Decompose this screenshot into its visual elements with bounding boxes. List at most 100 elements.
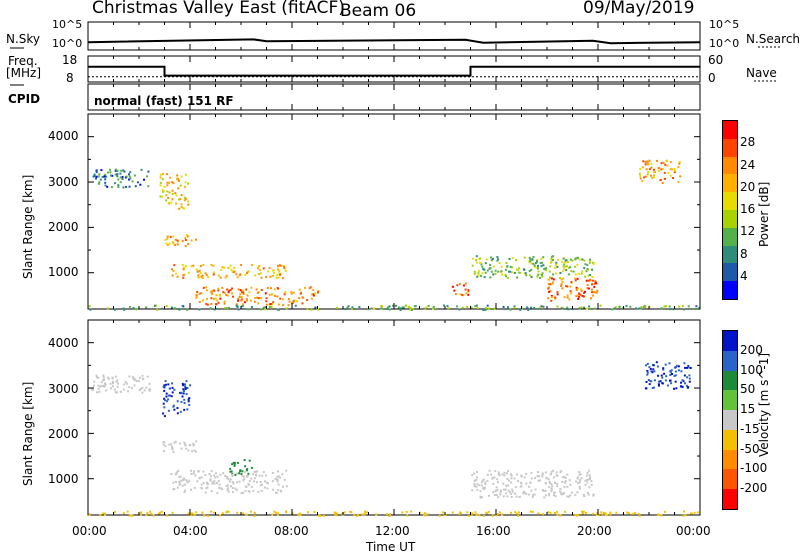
echo-cell: [201, 274, 204, 277]
echo-cell: [126, 382, 128, 385]
echo-cell: [653, 379, 656, 382]
echo-cell: [279, 273, 282, 276]
echo-cell: [497, 258, 500, 261]
echo-cell: [255, 288, 258, 291]
echo-cell: [523, 268, 526, 271]
echo-cell: [122, 512, 125, 515]
echo-cell: [261, 483, 264, 486]
echo-cell: [471, 474, 474, 477]
echo-cell: [276, 475, 279, 478]
echo-cell: [100, 169, 103, 172]
echo-cell: [639, 174, 642, 177]
echo-cell: [541, 272, 544, 275]
echo-cell: [185, 234, 188, 237]
echo-cell: [97, 376, 100, 379]
echo-cell: [548, 492, 551, 495]
echo-cell: [638, 514, 641, 517]
echo-cell: [471, 257, 474, 260]
echo-cell: [652, 176, 655, 179]
echo-cell: [95, 175, 98, 178]
echo-cell: [562, 265, 565, 268]
echo-cell: [115, 391, 118, 394]
echo-cell: [167, 383, 170, 386]
echo-cell: [164, 399, 167, 402]
echo-cell: [508, 479, 510, 482]
echo-cell: [190, 469, 192, 472]
echo-cell: [566, 306, 569, 309]
echo-cell: [231, 475, 234, 477]
echo-cell: [206, 481, 208, 484]
echo-cell: [549, 261, 552, 264]
echo-cell: [563, 296, 566, 299]
echo-cell: [168, 242, 171, 245]
echo-cell: [537, 479, 540, 482]
echo-cell: [648, 159, 651, 162]
echo-cell: [236, 305, 239, 308]
echo-cell: [210, 290, 213, 293]
echo-cell: [163, 415, 166, 418]
echo-cell: [544, 482, 547, 484]
echo-cell: [112, 382, 114, 385]
echo-cell: [318, 514, 320, 517]
echo-cell: [664, 363, 667, 366]
echo-cell: [154, 304, 156, 307]
echo-cell: [458, 308, 461, 311]
echo-cell: [424, 512, 426, 515]
echo-cell: [268, 305, 271, 308]
echo-cell: [182, 388, 185, 391]
echo-cell: [128, 175, 131, 178]
echo-cell: [93, 384, 95, 387]
echo-cell: [532, 262, 535, 265]
echo-cell: [206, 298, 208, 300]
echo-cell: [462, 294, 465, 297]
echo-cell: [516, 276, 519, 279]
echo-cell: [544, 269, 547, 272]
echo-cell: [128, 178, 131, 181]
echo-cell: [196, 291, 199, 293]
echo-cell: [187, 398, 190, 401]
echo-cell: [549, 265, 552, 268]
echo-cell: [158, 512, 160, 515]
echo-cell: [102, 385, 105, 388]
echo-cell: [519, 271, 522, 274]
echo-cell: [496, 478, 499, 481]
echo-cell: [483, 268, 486, 271]
echo-cell: [240, 291, 243, 294]
noise-right-tick-bottom: 10^0: [709, 37, 740, 50]
echo-cell: [686, 366, 688, 369]
echo-cell: [232, 491, 234, 493]
echo-cell: [245, 298, 248, 301]
echo-cell: [89, 308, 92, 311]
echo-cell: [567, 273, 570, 276]
echo-cell: [277, 264, 280, 267]
echo-cell: [205, 302, 208, 305]
echo-cell: [312, 294, 315, 297]
echo-cell: [513, 306, 516, 309]
echo-cell: [502, 305, 505, 308]
echo-cell: [657, 383, 660, 386]
echo-cell: [533, 493, 536, 496]
cpid-label: CPID: [8, 92, 41, 106]
echo-cell: [569, 290, 572, 293]
echo-cell: [547, 278, 550, 281]
echo-cell: [474, 305, 477, 308]
echo-cell: [459, 511, 462, 514]
echo-cell: [484, 481, 487, 484]
echo-cell: [669, 174, 672, 177]
echo-cell: [682, 308, 685, 311]
echo-cell: [239, 470, 241, 473]
echo-cell: [205, 274, 208, 277]
echo-cell: [479, 257, 482, 260]
echo-cell: [179, 410, 182, 413]
echo-cell: [208, 473, 211, 476]
echo-cell: [444, 514, 447, 516]
echo-cell: [579, 293, 582, 296]
echo-cell: [561, 281, 564, 284]
echo-cell: [262, 306, 265, 309]
echo-cell: [357, 513, 360, 516]
echo-cell: [277, 268, 279, 271]
echo-cell: [260, 308, 263, 311]
echo-cell: [566, 285, 569, 288]
echo-cell: [675, 364, 678, 367]
